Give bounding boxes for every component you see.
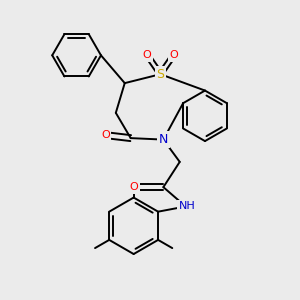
Text: O: O	[101, 130, 110, 140]
Text: O: O	[169, 50, 178, 60]
Text: NH: NH	[179, 202, 196, 212]
Text: N: N	[159, 133, 168, 146]
Text: O: O	[129, 182, 138, 192]
Text: S: S	[156, 68, 164, 81]
Text: O: O	[143, 50, 152, 60]
